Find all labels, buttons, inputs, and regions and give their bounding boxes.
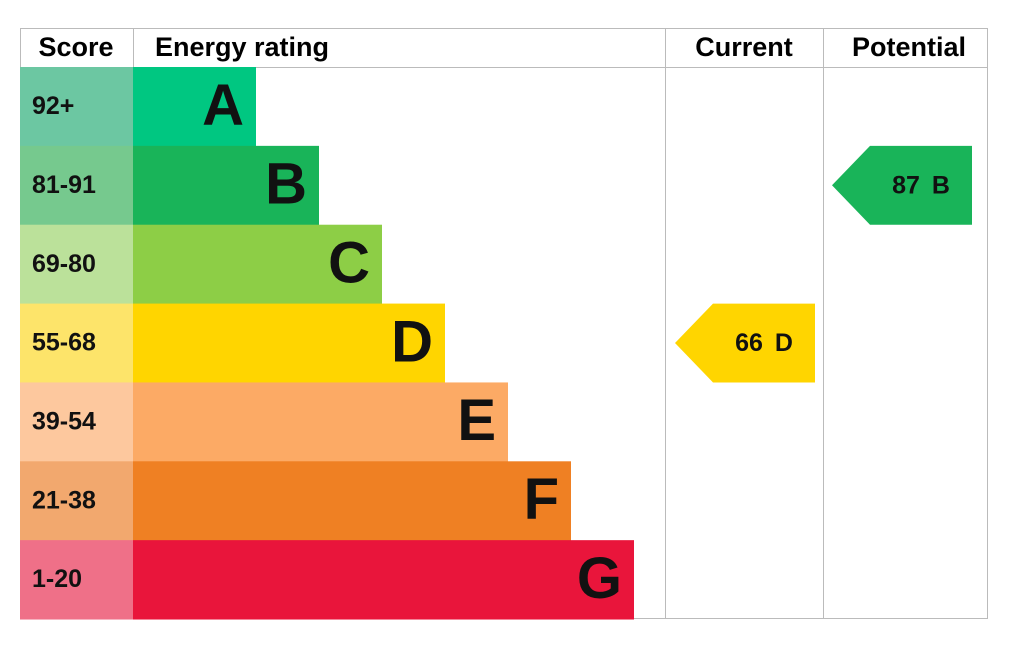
score-label: 55-68 [32, 329, 96, 357]
rating-letter: D [391, 309, 433, 374]
rating-bar [133, 145, 319, 226]
score-label: 92+ [32, 92, 74, 120]
rating-bar [133, 540, 634, 620]
potential-letter: B [932, 171, 950, 199]
rating-letter: G [577, 546, 622, 611]
rating-bar [133, 461, 571, 541]
score-label: 69-80 [32, 250, 96, 278]
potential-arrow [832, 145, 972, 225]
rating-bar [133, 67, 256, 147]
score-label: 39-54 [32, 407, 96, 435]
current-value: 66 [735, 329, 763, 357]
rating-bar [133, 303, 445, 383]
rating-bar [133, 382, 508, 462]
potential-label: 87 B [892, 171, 950, 199]
header-rating: Energy rating [155, 32, 329, 62]
rating-letter: C [328, 230, 370, 295]
rating-letter: A [202, 73, 244, 138]
score-cell [20, 67, 133, 147]
current-letter: D [775, 329, 793, 357]
score-cell [20, 303, 133, 383]
current-arrow [675, 303, 815, 383]
score-cell [20, 461, 133, 541]
rating-bar [133, 224, 382, 305]
rating-letter: E [457, 388, 496, 453]
header-potential: Potential [852, 32, 966, 62]
rating-letter: F [524, 467, 559, 532]
score-label: 21-38 [32, 486, 96, 514]
score-cell [20, 145, 133, 226]
current-label: 66 D [735, 329, 793, 357]
score-cell [20, 382, 133, 462]
header-current: Current [695, 32, 793, 62]
header-score: Score [38, 32, 113, 62]
potential-value: 87 [892, 171, 920, 199]
score-cell [20, 540, 133, 620]
score-label: 81-91 [32, 171, 96, 199]
score-label: 1-20 [32, 565, 82, 593]
rating-letter: B [265, 152, 307, 217]
score-cell [20, 224, 133, 305]
